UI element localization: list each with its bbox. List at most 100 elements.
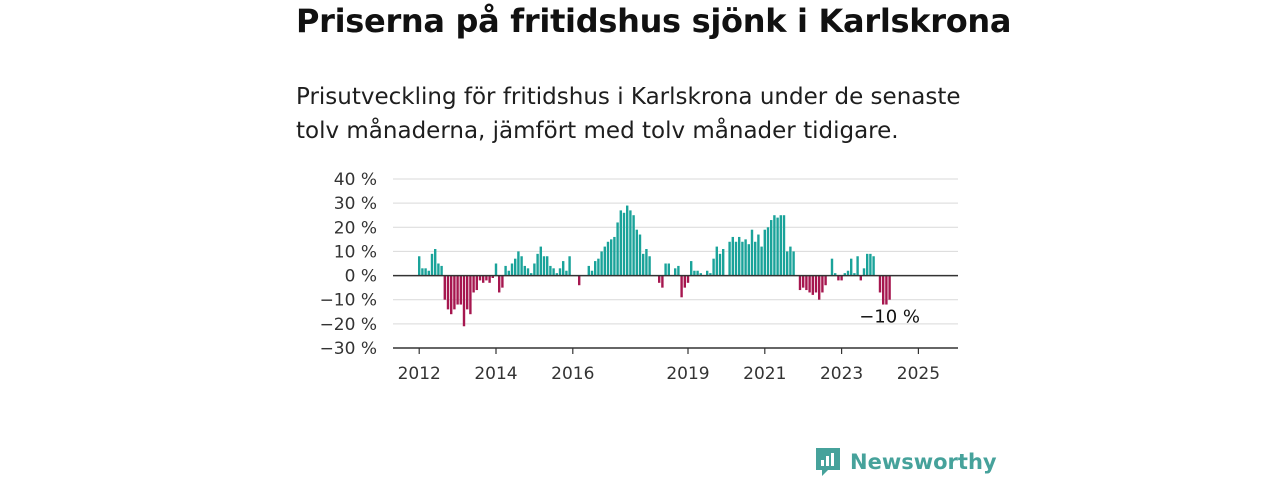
- bar: [418, 256, 421, 276]
- bar: [498, 275, 501, 293]
- newsworthy-logo-icon: [816, 448, 840, 476]
- bar: [542, 256, 546, 276]
- bar: [606, 241, 610, 276]
- bar: [456, 275, 459, 305]
- bar: [805, 275, 808, 291]
- x-tick-label: 2025: [897, 364, 940, 384]
- bar: [632, 215, 635, 276]
- bar: [747, 244, 750, 276]
- bar: [846, 270, 850, 276]
- bar: [578, 275, 581, 286]
- bar: [427, 270, 430, 276]
- bar: [674, 268, 677, 276]
- bar: [478, 275, 482, 281]
- chart-subtitle: Prisutveckling för fritidshus i Karlskro…: [296, 84, 961, 144]
- bar: [594, 261, 597, 276]
- bar: [629, 210, 632, 276]
- bar: [613, 236, 616, 276]
- bar: [766, 227, 770, 276]
- bar: [773, 215, 776, 276]
- bar: [830, 258, 834, 276]
- bar: [562, 261, 565, 276]
- x-tick-label: 2014: [474, 364, 517, 384]
- bar: [738, 236, 741, 276]
- bar: [667, 263, 670, 276]
- bar: [843, 273, 846, 276]
- bar: [466, 275, 469, 310]
- bar: [546, 256, 549, 276]
- y-tick-label: 40 %: [334, 170, 377, 190]
- bar: [488, 275, 491, 283]
- bar: [510, 263, 514, 276]
- bar: [699, 273, 702, 276]
- bar: [872, 256, 875, 276]
- brand-name: Newsworthy: [850, 450, 997, 474]
- x-tick-label: 2023: [820, 364, 863, 384]
- bar: [878, 275, 882, 293]
- bar: [485, 275, 488, 281]
- bar: [706, 270, 709, 276]
- bar: [882, 275, 885, 305]
- bar: [443, 275, 446, 300]
- bar: [616, 222, 619, 276]
- bar: [450, 275, 453, 315]
- bar: [597, 258, 600, 276]
- bar: [789, 246, 792, 276]
- bar: [837, 275, 840, 281]
- bar: [757, 234, 760, 276]
- bar: [754, 241, 757, 276]
- bar: [459, 275, 462, 305]
- bar: [536, 253, 539, 276]
- last-value-annotation: −10 %: [859, 307, 920, 328]
- bar: [664, 263, 667, 276]
- x-tick-label: 2019: [666, 364, 709, 384]
- bar: [722, 249, 725, 276]
- bar: [741, 241, 744, 276]
- bar: [437, 263, 440, 276]
- bar: [715, 246, 718, 276]
- bar: [430, 253, 434, 276]
- bar: [680, 275, 683, 298]
- bar: [462, 275, 466, 327]
- bar: [472, 275, 475, 293]
- bar: [638, 234, 642, 276]
- bar: [770, 220, 773, 276]
- bar: [642, 253, 645, 276]
- bar: [523, 265, 526, 276]
- bar: [750, 229, 754, 276]
- bar: [811, 275, 814, 295]
- bar: [866, 253, 869, 276]
- bar: [658, 275, 661, 283]
- bar: [661, 275, 664, 288]
- bar: [507, 270, 510, 276]
- bar: [808, 275, 811, 293]
- bar: [821, 275, 824, 293]
- y-tick-label: 10 %: [334, 242, 377, 262]
- bar: [798, 275, 802, 291]
- bar: [782, 215, 786, 276]
- bar: [530, 273, 533, 276]
- bar: [501, 275, 504, 288]
- bar: [539, 246, 542, 276]
- bar: [514, 258, 517, 276]
- bar-chart: 40 % 30 % 20 % 10 % 0 % −10 % −20 % −30 % 2012 20…: [320, 170, 958, 384]
- bar: [622, 212, 626, 276]
- bar: [690, 261, 693, 276]
- bar: [517, 251, 520, 276]
- newsworthy-brand: Newsworthy: [814, 446, 997, 478]
- bar: [853, 273, 856, 276]
- bar: [587, 265, 590, 276]
- bar: [696, 270, 699, 276]
- bar: [718, 253, 722, 276]
- bar: [677, 265, 680, 276]
- x-tick-label: 2016: [551, 364, 594, 384]
- bar: [421, 268, 424, 276]
- bar: [840, 275, 843, 281]
- bar: [802, 275, 805, 288]
- bar: [763, 229, 766, 276]
- bar: [552, 268, 555, 276]
- bar: [824, 275, 827, 286]
- bar: [686, 275, 690, 283]
- bar: [482, 275, 485, 283]
- bar: [734, 241, 738, 276]
